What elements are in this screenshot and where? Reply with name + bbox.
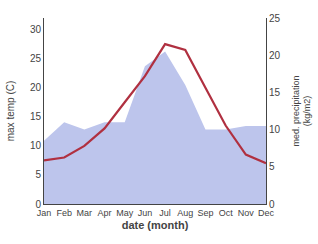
svg-text:date (month): date (month) [122, 219, 189, 231]
svg-text:15: 15 [269, 87, 281, 98]
svg-text:10: 10 [269, 124, 281, 135]
svg-text:Aug: Aug [177, 208, 193, 218]
svg-text:Dec: Dec [258, 208, 275, 218]
svg-text:Apr: Apr [98, 208, 112, 218]
svg-text:5: 5 [269, 161, 275, 172]
svg-text:Mar: Mar [77, 208, 93, 218]
svg-text:Feb: Feb [56, 208, 72, 218]
svg-text:20: 20 [30, 82, 42, 93]
svg-text:med. precipitation(kg/m2): med. precipitation(kg/m2) [291, 75, 313, 146]
svg-text:Nov: Nov [238, 208, 255, 218]
svg-text:25: 25 [30, 53, 42, 64]
svg-text:10: 10 [30, 140, 42, 151]
svg-text:Jun: Jun [138, 208, 153, 218]
svg-text:Oct: Oct [219, 208, 234, 218]
svg-text:Jul: Jul [159, 208, 171, 218]
svg-text:5: 5 [35, 169, 41, 180]
svg-text:0: 0 [35, 199, 41, 210]
svg-text:20: 20 [269, 50, 281, 61]
svg-text:0: 0 [269, 199, 275, 210]
svg-text:May: May [116, 208, 134, 218]
svg-text:Sep: Sep [197, 208, 213, 218]
svg-text:max temp (C): max temp (C) [5, 81, 16, 142]
svg-text:30: 30 [30, 24, 42, 35]
svg-text:25: 25 [269, 13, 281, 24]
svg-text:15: 15 [30, 111, 42, 122]
svg-text:Jan: Jan [37, 208, 52, 218]
